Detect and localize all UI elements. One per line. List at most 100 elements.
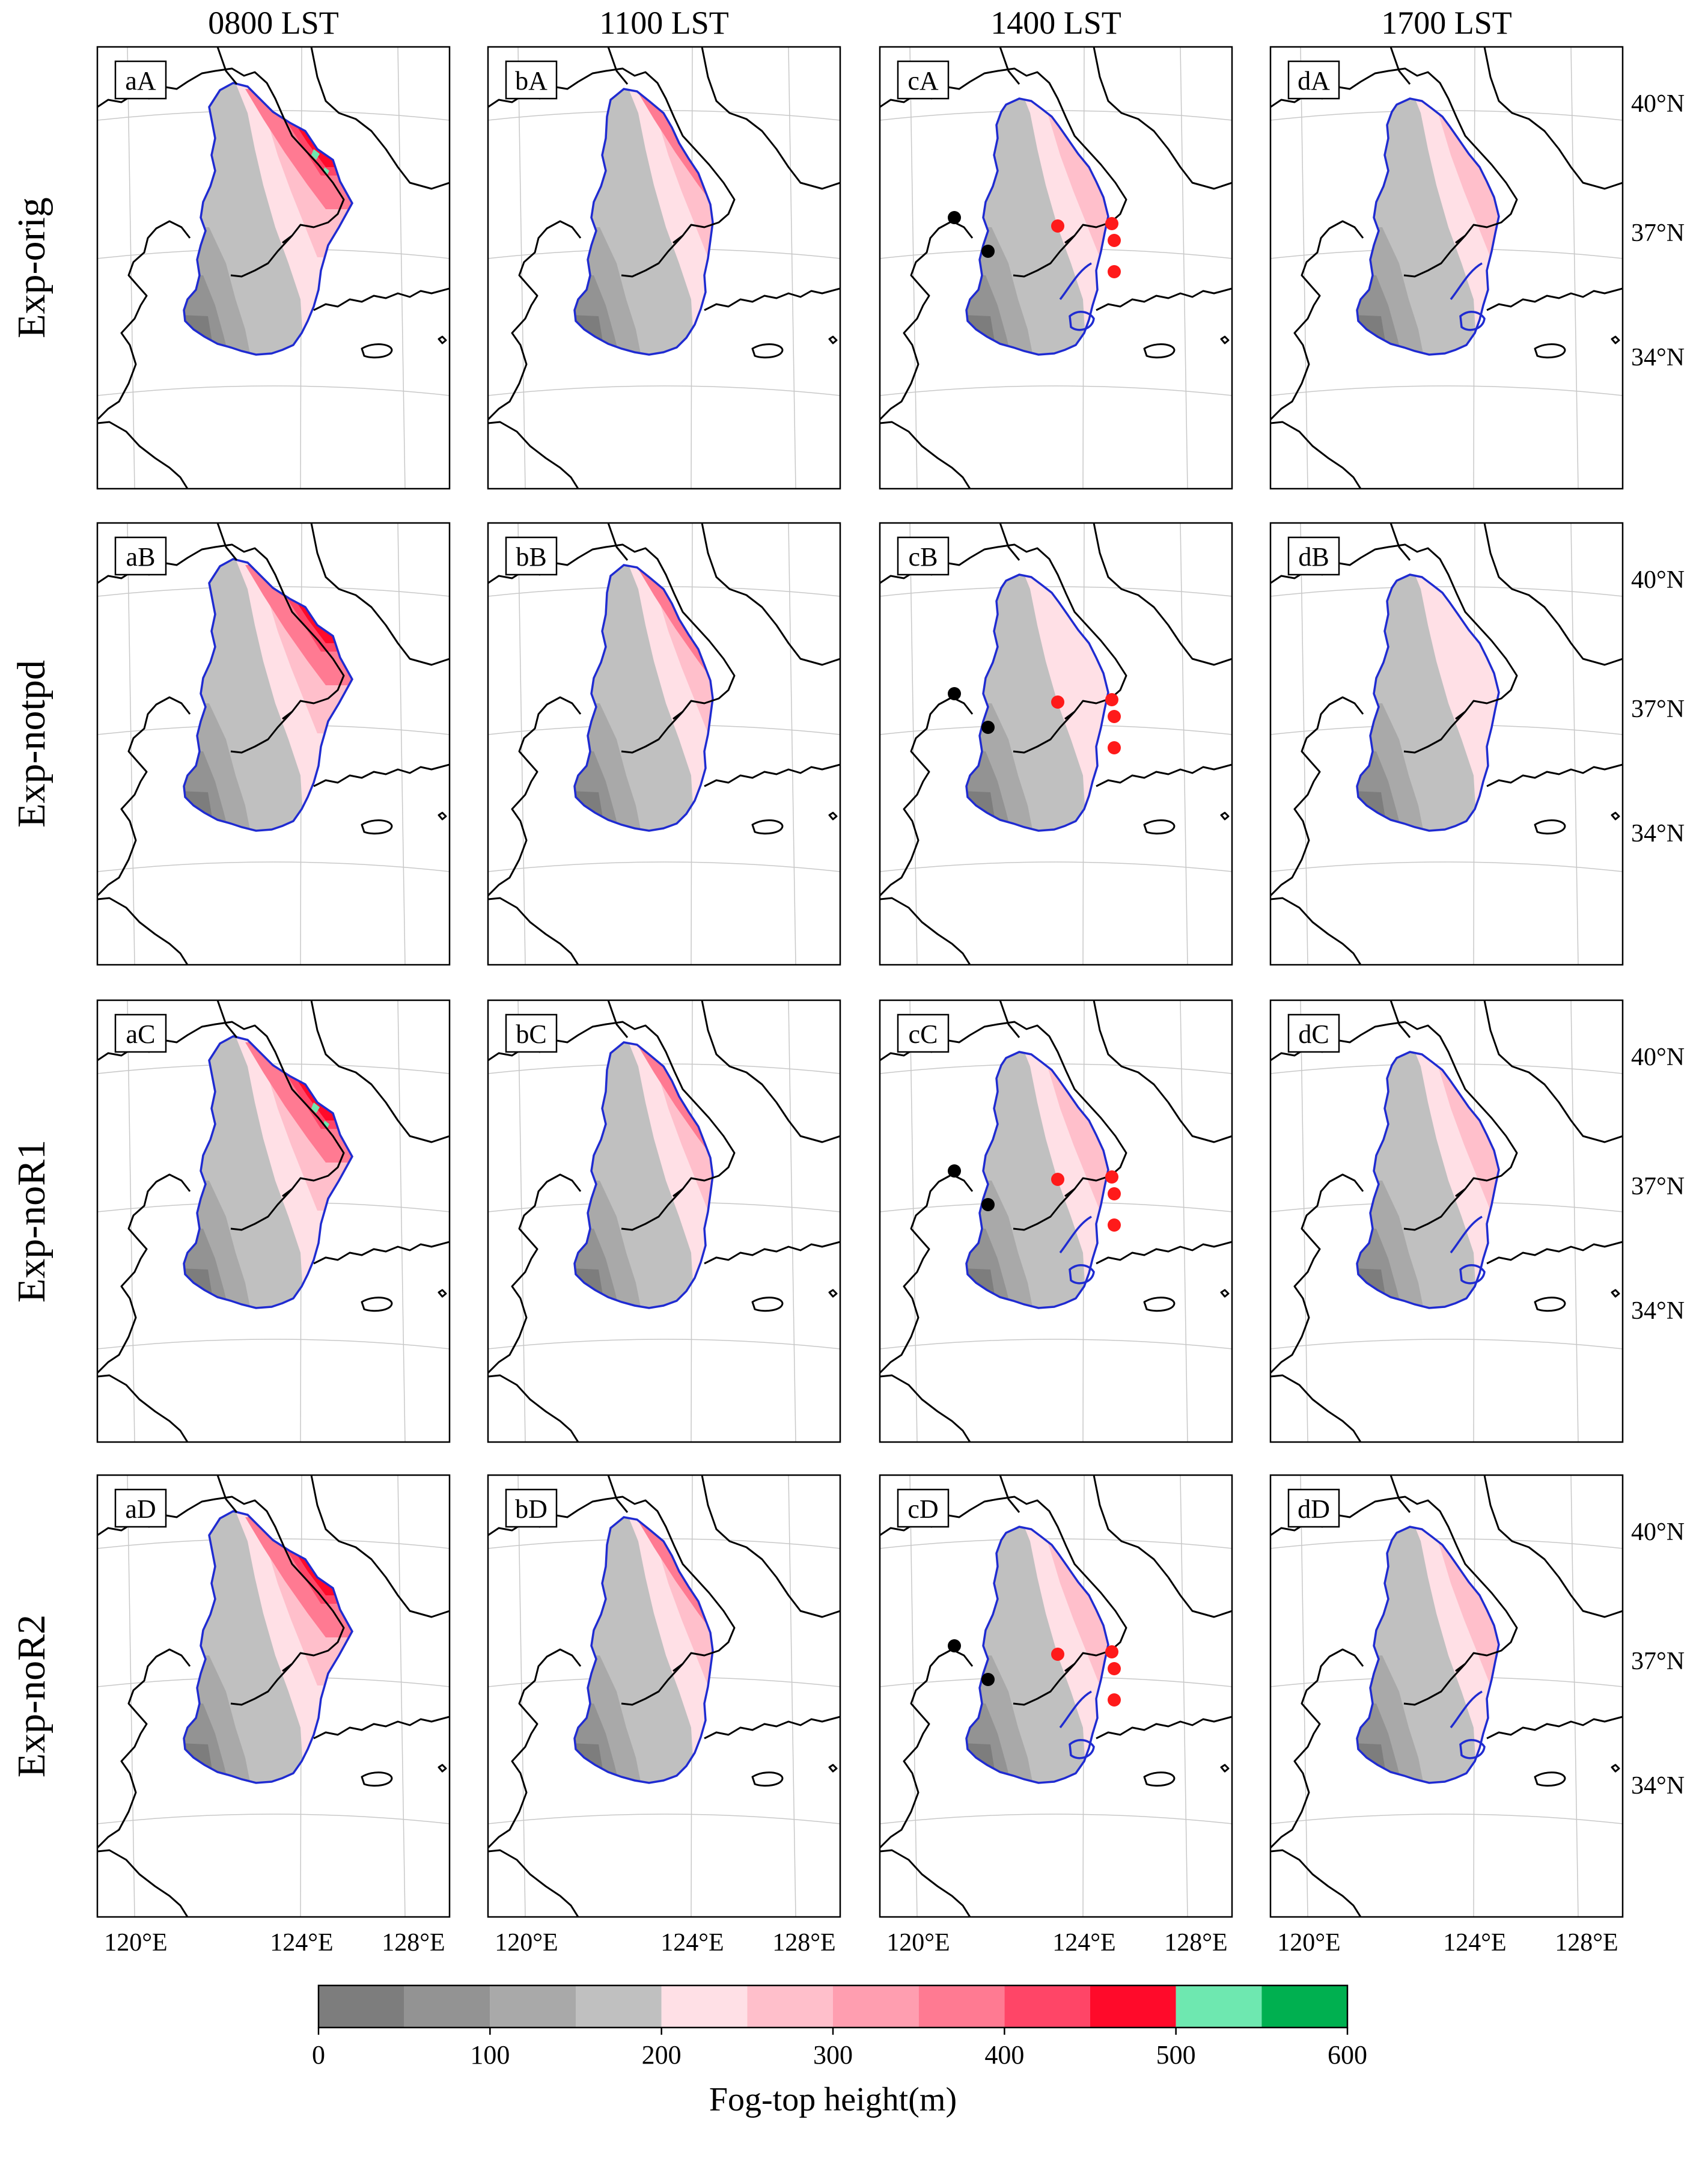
panel-label-text: aB	[126, 542, 156, 572]
panel-frame	[96, 522, 451, 966]
fog-boundary	[965, 1051, 1109, 1309]
fog-high-patch	[311, 149, 329, 176]
station-marker-red	[1108, 710, 1121, 723]
panel-label: dA	[1287, 60, 1340, 100]
panel-label: bC	[505, 1013, 558, 1053]
colorbar-bin	[1261, 1985, 1347, 2028]
panel-label-text: bA	[515, 66, 547, 96]
map-panel-aD: aD 120°E 124°E 128°E	[96, 1474, 451, 1957]
panel-frame	[879, 1474, 1233, 1918]
station-markers	[948, 211, 1121, 278]
panel-label-text: aA	[125, 66, 156, 96]
panel-label: dC	[1287, 1013, 1340, 1053]
lon-label: 124°E	[660, 1929, 724, 1957]
station-marker-red	[1105, 217, 1118, 230]
map-panel-aB: aB	[96, 522, 451, 966]
lat-label: 37°N	[1631, 219, 1685, 247]
lon-label: 124°E	[270, 1929, 333, 1957]
lat-label: 34°N	[1631, 344, 1685, 371]
colorbar-bin	[490, 1985, 576, 2028]
panel-label-text: aD	[125, 1494, 156, 1524]
lon-label: 120°E	[1277, 1929, 1340, 1957]
station-marker-black	[981, 1673, 995, 1686]
graticule	[880, 1475, 1232, 1917]
fog-boundary	[573, 1041, 714, 1309]
panel-frame	[1269, 46, 1624, 490]
station-marker-red	[1051, 695, 1064, 709]
lon-label: 128°E	[1555, 1929, 1618, 1957]
lon-label: 120°E	[495, 1929, 558, 1957]
colorbar-tick-label: 400	[984, 2040, 1024, 2070]
panel-frame	[487, 999, 841, 1443]
colorbar: 0 100 200 300 400 500 600 Fog-top height(m)	[312, 1984, 1367, 2118]
colorbar-bin	[404, 1985, 490, 2028]
lat-label: 37°N	[1631, 1648, 1685, 1675]
column-title: 1400 LST	[990, 5, 1121, 41]
panel-label: cA	[897, 60, 950, 100]
lon-label: 124°E	[1443, 1929, 1506, 1957]
panel-label: cC	[897, 1013, 950, 1053]
fog-contour	[1450, 262, 1486, 331]
fog-contour	[1059, 262, 1095, 331]
coastline	[97, 1475, 450, 1917]
panel-frame	[1269, 522, 1624, 966]
fog-contour	[1059, 1215, 1095, 1285]
panel-frame	[879, 999, 1233, 1443]
fog-boundary	[573, 564, 714, 832]
station-marker-black	[948, 687, 961, 700]
coastline	[488, 47, 840, 489]
panel-label-text: cA	[907, 66, 939, 96]
panel-label: aB	[114, 536, 167, 576]
panel-label-text: dB	[1298, 542, 1329, 572]
map-panel-bB: bB	[487, 522, 841, 966]
station-marker-red	[1051, 219, 1064, 233]
lat-label: 34°N	[1631, 1297, 1685, 1325]
station-marker-red	[1108, 1187, 1121, 1200]
station-marker-black	[981, 1198, 995, 1211]
row-title: Exp-noR1	[10, 1140, 53, 1303]
colorbar-tick-label: 200	[642, 2040, 682, 2070]
panel-frame	[1269, 1474, 1624, 1918]
map-panel-cA: cA	[879, 46, 1233, 490]
fog-boundary	[965, 97, 1109, 356]
fog-boundary	[1356, 573, 1500, 832]
fog-boundary	[183, 1035, 353, 1309]
colorbar-tick-label: 300	[813, 2040, 853, 2070]
lat-label: 34°N	[1631, 820, 1685, 848]
station-marker-red	[1051, 1173, 1064, 1186]
panel-label: aD	[114, 1488, 167, 1528]
fog-boundary	[183, 558, 353, 832]
fog-boundary	[965, 1526, 1109, 1784]
panel-label: dB	[1287, 536, 1340, 576]
lat-label: 40°N	[1631, 1518, 1685, 1546]
fog-boundary	[965, 573, 1109, 832]
lat-label: 40°N	[1631, 566, 1685, 594]
station-marker-black	[981, 245, 995, 258]
lon-label: 128°E	[1164, 1929, 1227, 1957]
station-marker-black	[948, 1639, 961, 1652]
panel-label: bA	[505, 60, 558, 100]
station-marker-black	[948, 211, 961, 224]
panel-label-text: dA	[1298, 66, 1330, 96]
map-panel-dD: dD 40°N 37°N 34°N 120°E 124°E 128°E	[1269, 1474, 1685, 1957]
lat-label: 37°N	[1631, 1173, 1685, 1200]
map-panel-aC: aC	[96, 999, 451, 1443]
panel-label: bB	[505, 536, 558, 576]
panel-label: cB	[897, 536, 950, 576]
panel-frame	[96, 1474, 451, 1918]
lon-label: 128°E	[772, 1929, 835, 1957]
fog-boundary	[183, 82, 353, 356]
station-marker-red	[1108, 1662, 1121, 1675]
colorbar-bin	[1004, 1985, 1090, 2028]
row-title: Exp-orig	[10, 197, 53, 338]
station-marker-red	[1108, 1218, 1121, 1232]
row-title: Exp-noR2	[10, 1615, 53, 1777]
lon-label: 120°E	[104, 1929, 167, 1957]
map-panel-bC: bC	[487, 999, 841, 1443]
station-marker-red	[1108, 234, 1121, 247]
column-title: 1700 LST	[1381, 5, 1512, 41]
colorbar-bin	[833, 1985, 919, 2028]
lat-label: 34°N	[1631, 1772, 1685, 1800]
colorbar-bin	[918, 1985, 1005, 2028]
